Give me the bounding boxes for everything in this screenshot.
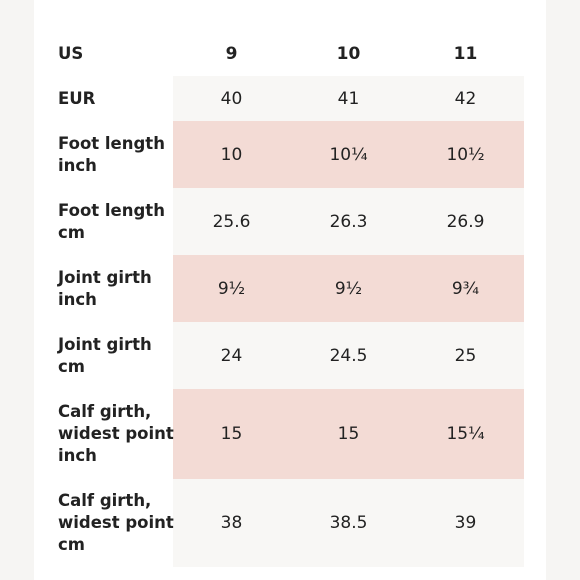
table-cell: 24.5	[290, 322, 407, 389]
header-size-10: 10	[336, 44, 361, 64]
row-label-line: inch	[58, 289, 97, 309]
table-row-joint-girth-inch: Joint girth inch 9½ 9½ 9¾	[58, 255, 524, 322]
table-cell: 26.3	[290, 188, 407, 255]
row-label-line: widest point	[58, 424, 174, 443]
table-cell: 9½	[173, 255, 290, 322]
table-cell: 10	[173, 121, 290, 188]
row-label-line: Foot length	[58, 133, 165, 153]
row-label-line: Calf girth,	[58, 491, 152, 510]
table-cell: 39	[407, 479, 524, 567]
table-row-calf-girth-cm: Calf girth, widest point cm 38 38.5 39	[58, 479, 524, 567]
row-label-line: cm	[58, 222, 85, 242]
table-cell: 15¼	[407, 389, 524, 479]
row-label: Foot length inch	[58, 121, 173, 188]
table-cell: 40	[173, 76, 290, 121]
table-cell: 10¼	[290, 121, 407, 188]
row-label-line: inch	[58, 155, 97, 175]
row-label: Joint girth cm	[58, 322, 173, 389]
row-label: Foot length cm	[58, 188, 173, 255]
table-row-eur: EUR 40 41 42	[58, 76, 524, 121]
table-header-row: US 9 10 11	[58, 32, 524, 76]
row-label-line: Joint girth	[58, 334, 152, 354]
table-row-calf-girth-inch: Calf girth, widest point inch 15 15 15¼	[58, 389, 524, 479]
row-label: EUR	[58, 76, 173, 121]
row-label: Calf girth, widest point inch	[58, 389, 174, 479]
size-guide-card: US 9 10 11 EUR 40 41 42 Foot length inch…	[34, 0, 546, 580]
row-label-line: EUR	[58, 88, 96, 108]
row-label-line: cm	[58, 535, 85, 554]
table-cell: 10½	[407, 121, 524, 188]
table-cell: 15	[290, 389, 407, 479]
row-label-line: Joint girth	[58, 267, 152, 287]
row-label: Joint girth inch	[58, 255, 173, 322]
table-cell: 38.5	[290, 479, 407, 567]
header-label-us: US	[58, 32, 173, 76]
header-size-11: 11	[453, 44, 478, 64]
table-cell: 15	[173, 389, 290, 479]
row-label-line: inch	[58, 446, 97, 465]
table-cell: 25	[407, 322, 524, 389]
table-cell: 25.6	[173, 188, 290, 255]
table-row-foot-length-cm: Foot length cm 25.6 26.3 26.9	[58, 188, 524, 255]
row-label-line: cm	[58, 356, 85, 376]
table-cell: 42	[407, 76, 524, 121]
table-cell: 24	[173, 322, 290, 389]
table-cell: 38	[173, 479, 290, 567]
table-row-foot-length-inch: Foot length inch 10 10¼ 10½	[58, 121, 524, 188]
row-label-line: widest point	[58, 513, 174, 532]
table-cell: 9½	[290, 255, 407, 322]
table-row-joint-girth-cm: Joint girth cm 24 24.5 25	[58, 322, 524, 389]
size-table: US 9 10 11 EUR 40 41 42 Foot length inch…	[58, 32, 524, 567]
row-label-line: Calf girth,	[58, 402, 152, 421]
header-size-9: 9	[225, 44, 238, 64]
table-cell: 41	[290, 76, 407, 121]
row-label-line: Foot length	[58, 200, 165, 220]
table-cell: 26.9	[407, 188, 524, 255]
row-label: Calf girth, widest point cm	[58, 479, 174, 567]
table-cell: 9¾	[407, 255, 524, 322]
